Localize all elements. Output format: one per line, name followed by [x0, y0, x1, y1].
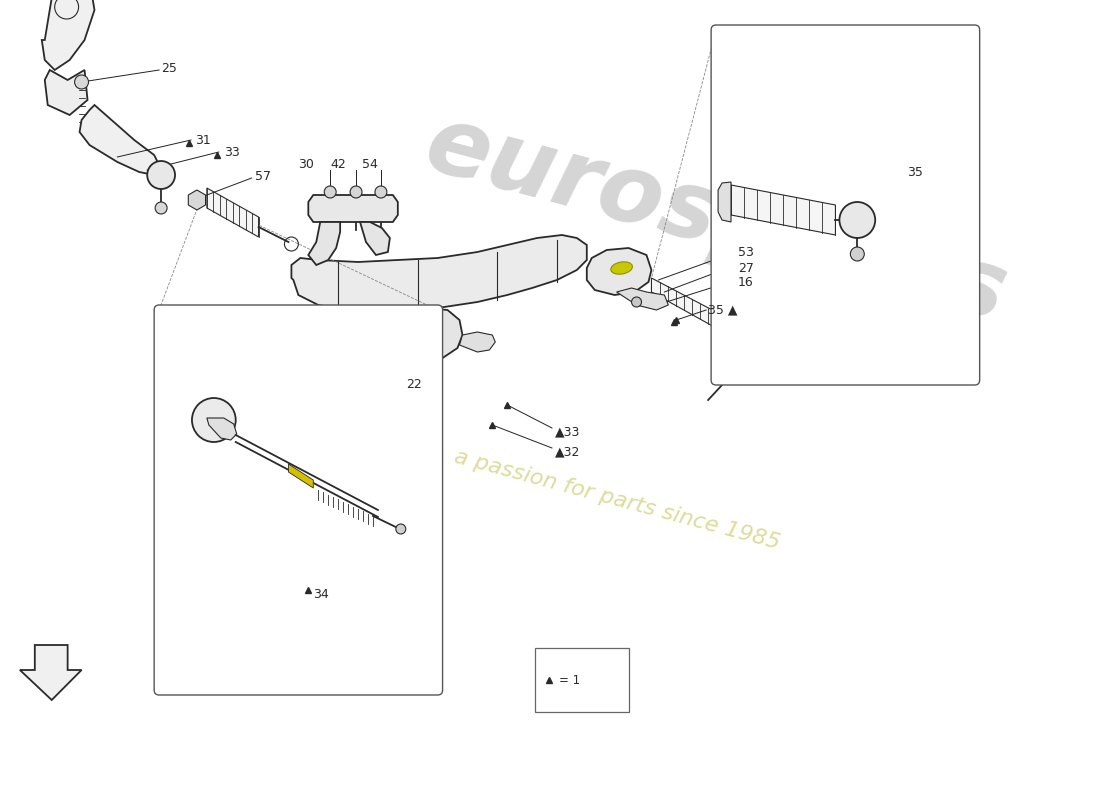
Circle shape	[755, 364, 767, 376]
Text: 53: 53	[738, 246, 754, 258]
Polygon shape	[460, 332, 495, 352]
Circle shape	[147, 161, 175, 189]
Polygon shape	[79, 105, 160, 175]
Text: eurospares: eurospares	[416, 98, 1016, 342]
Text: 35 ▲: 35 ▲	[708, 303, 738, 317]
Polygon shape	[45, 70, 88, 115]
Text: 57: 57	[254, 170, 271, 182]
Polygon shape	[20, 645, 81, 700]
Polygon shape	[373, 308, 462, 362]
Polygon shape	[732, 185, 835, 235]
FancyBboxPatch shape	[535, 648, 628, 712]
Text: = 1: = 1	[559, 674, 580, 686]
Circle shape	[75, 75, 88, 89]
Polygon shape	[360, 222, 389, 255]
Circle shape	[396, 524, 406, 534]
Polygon shape	[617, 288, 669, 310]
Text: eurospares: eurospares	[416, 98, 1016, 342]
Text: 35: 35	[908, 166, 923, 178]
Circle shape	[192, 398, 235, 442]
FancyBboxPatch shape	[154, 305, 442, 695]
Text: 42: 42	[330, 158, 346, 171]
Text: ▲33: ▲33	[556, 426, 581, 438]
Polygon shape	[207, 418, 236, 440]
Text: 27: 27	[738, 262, 754, 274]
Text: 31: 31	[195, 134, 211, 146]
Circle shape	[631, 297, 641, 307]
Polygon shape	[718, 182, 732, 222]
Circle shape	[155, 202, 167, 214]
Circle shape	[324, 186, 337, 198]
Text: 33: 33	[223, 146, 240, 158]
Text: ▲32: ▲32	[556, 446, 581, 458]
FancyBboxPatch shape	[711, 25, 980, 385]
Ellipse shape	[610, 262, 632, 274]
Text: 16: 16	[738, 275, 754, 289]
Circle shape	[839, 202, 876, 238]
Circle shape	[338, 372, 349, 384]
Text: 30: 30	[298, 158, 315, 171]
Circle shape	[748, 328, 773, 354]
Polygon shape	[292, 235, 586, 312]
Polygon shape	[288, 464, 313, 488]
Polygon shape	[207, 188, 258, 237]
Text: 34: 34	[314, 589, 329, 602]
Text: a passion for parts since 1985: a passion for parts since 1985	[452, 447, 782, 553]
Text: 54: 54	[362, 158, 378, 171]
Text: 25: 25	[161, 62, 177, 74]
Polygon shape	[308, 222, 340, 265]
Circle shape	[850, 247, 865, 261]
Text: 22: 22	[406, 378, 421, 390]
Circle shape	[375, 186, 387, 198]
Polygon shape	[651, 278, 716, 328]
Circle shape	[350, 186, 362, 198]
Polygon shape	[308, 195, 398, 222]
Polygon shape	[42, 0, 95, 70]
Polygon shape	[586, 248, 651, 295]
